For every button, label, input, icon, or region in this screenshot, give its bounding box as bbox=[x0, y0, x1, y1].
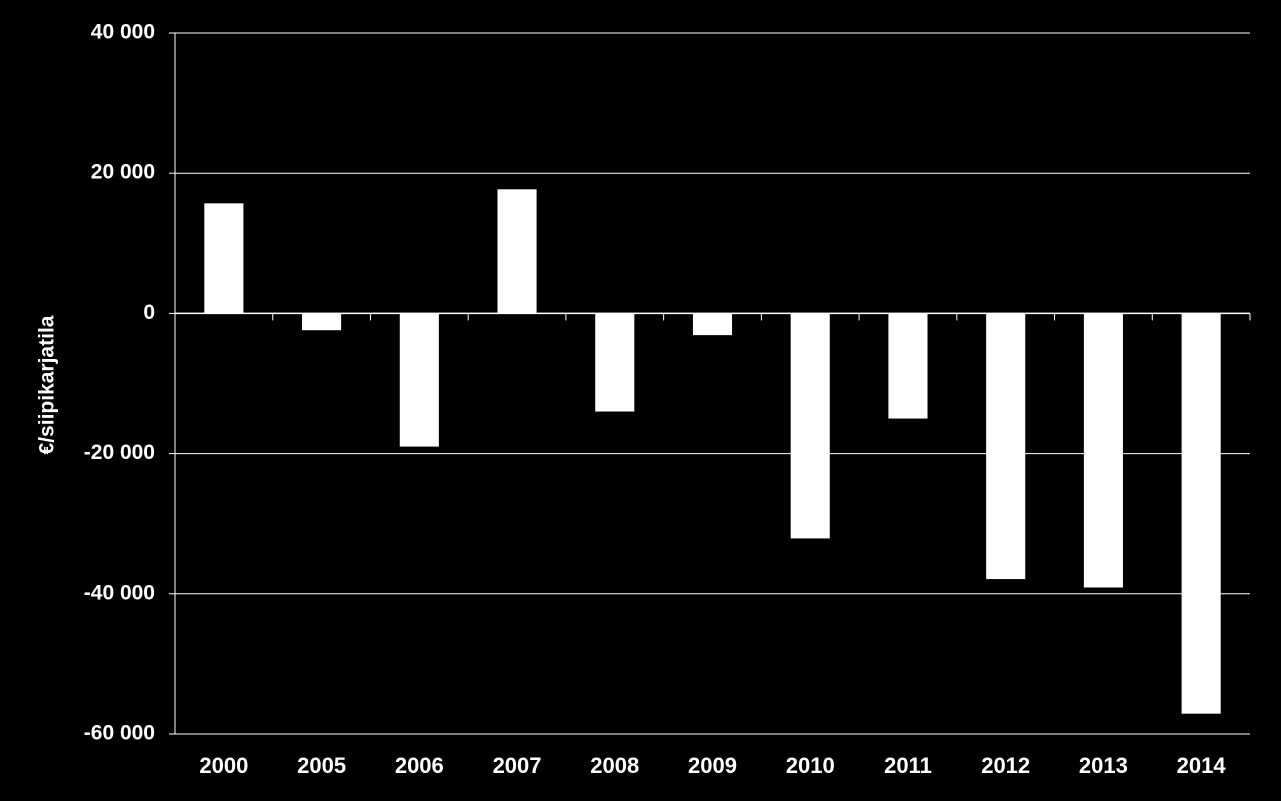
bar bbox=[204, 203, 244, 314]
bar bbox=[1083, 313, 1123, 588]
y-tick-label: 20 000 bbox=[91, 161, 155, 184]
x-tick-label: 2005 bbox=[297, 753, 346, 778]
x-tick-label: 2006 bbox=[395, 753, 444, 778]
y-tick-label: -40 000 bbox=[84, 581, 155, 604]
bar bbox=[888, 313, 928, 419]
y-tick-label: -20 000 bbox=[84, 441, 155, 464]
y-tick-label: 0 bbox=[143, 301, 155, 324]
bar bbox=[790, 313, 830, 539]
bar bbox=[986, 313, 1026, 580]
x-tick-label: 2010 bbox=[786, 753, 835, 778]
x-tick-label: 2014 bbox=[1177, 753, 1227, 778]
bar bbox=[302, 313, 342, 331]
bar bbox=[1181, 313, 1221, 714]
y-tick-label: 40 000 bbox=[91, 21, 155, 44]
x-tick-label: 2013 bbox=[1079, 753, 1128, 778]
y-axis-label: €/siipikarjatila bbox=[36, 315, 59, 454]
x-tick-label: 2007 bbox=[493, 753, 542, 778]
x-tick-label: 2011 bbox=[884, 753, 932, 778]
x-tick-label: 2008 bbox=[590, 753, 639, 778]
y-tick-label: -60 000 bbox=[84, 722, 155, 745]
bar bbox=[399, 313, 439, 447]
x-tick-label: 2009 bbox=[688, 753, 737, 778]
bar bbox=[595, 313, 635, 412]
x-tick-label: 2000 bbox=[199, 753, 248, 778]
x-tick-label: 2012 bbox=[981, 753, 1030, 778]
bar bbox=[692, 313, 733, 336]
bar bbox=[497, 189, 537, 314]
